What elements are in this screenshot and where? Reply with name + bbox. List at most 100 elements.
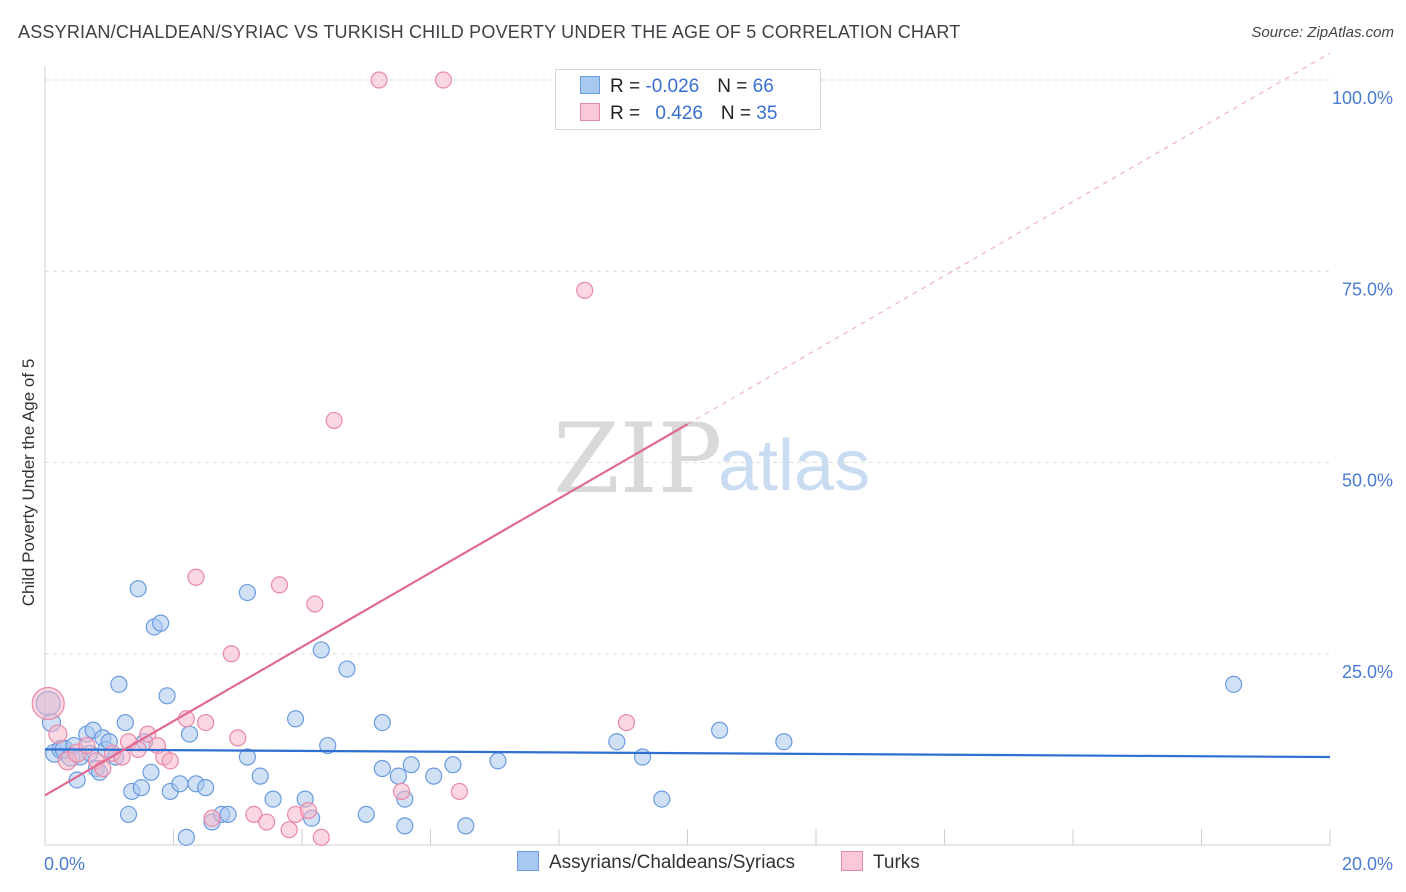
turks-point	[31, 686, 65, 721]
y-tick-label: 25.0%	[1342, 662, 1393, 682]
legend-swatch-blue	[580, 76, 600, 94]
source-label: Source:	[1251, 24, 1308, 41]
assyrians-point	[129, 580, 147, 598]
assyrians-point	[110, 675, 128, 693]
assyrians-point	[444, 756, 462, 774]
assyrians-point	[132, 779, 150, 797]
y-axis-label: Child Poverty Under the Age of 5	[19, 359, 38, 607]
watermark-zip: ZIP	[553, 403, 722, 515]
assyrians-point	[119, 805, 138, 824]
assyrians-point	[396, 817, 414, 835]
turks-point	[229, 729, 247, 747]
legend-item-assyrians[interactable]: Assyrians/Chaldeans/Syriacs	[517, 851, 795, 874]
turks-point	[617, 713, 636, 732]
y-tick-label: 50.0%	[1342, 471, 1393, 491]
turks-point	[434, 71, 452, 89]
assyrians-point	[264, 790, 282, 808]
assyrians-point	[338, 660, 356, 678]
trend-line-turks-projection	[687, 52, 1331, 425]
assyrians-point	[238, 583, 256, 602]
turks-point	[576, 281, 594, 299]
legend-item-turks[interactable]: Turks	[841, 851, 920, 874]
y-tick-label: 100.0%	[1332, 88, 1393, 108]
source-attribution: Source: ZipAtlas.com	[1251, 24, 1394, 41]
assyrians-point	[711, 721, 729, 739]
assyrians-point	[457, 817, 475, 835]
assyrians-point	[1225, 675, 1243, 693]
legend-swatch-pink	[580, 103, 600, 121]
legend-n-value: 35	[756, 103, 778, 124]
turks-point	[245, 805, 263, 824]
turks-point	[370, 71, 388, 89]
turks-point	[48, 724, 68, 744]
assyrians-point	[633, 748, 652, 766]
turks-point	[306, 595, 324, 613]
watermark-atlas: atlas	[718, 426, 870, 506]
turks-point	[197, 713, 215, 732]
assyrians-point	[158, 687, 176, 705]
assyrians-point	[389, 767, 407, 785]
trend-line-turks	[44, 423, 689, 797]
assyrians-point	[653, 790, 671, 808]
y-tick-label: 75.0%	[1342, 279, 1393, 299]
turks-point	[280, 821, 298, 839]
assyrians-point	[373, 759, 391, 778]
assyrians-point	[68, 771, 86, 789]
legend-r-value: -0.026	[645, 76, 700, 97]
assyrians-point	[251, 767, 269, 785]
turks-point	[312, 828, 330, 846]
assyrians-point	[171, 775, 189, 793]
assyrians-point	[286, 710, 305, 728]
legend-r-label: R =	[610, 103, 646, 124]
assyrians-point	[319, 736, 337, 755]
legend-n-label: N =	[717, 76, 753, 97]
legend-n-label: N =	[720, 103, 757, 124]
trend-lines	[44, 52, 1331, 797]
turks-point	[325, 411, 343, 430]
assyrians-point	[373, 713, 391, 732]
assyrians-point	[177, 828, 195, 846]
turks-point	[161, 752, 179, 770]
tick-labels: 25.0% 50.0% 75.0% 100.0% 0.0% 20.0%	[44, 88, 1393, 874]
legend-label-turks: Turks	[873, 852, 920, 873]
assyrians-point	[238, 748, 256, 766]
assyrians-point	[142, 763, 160, 781]
assyrians-point	[775, 733, 793, 751]
assyrians-point	[116, 713, 134, 732]
turks-point	[299, 801, 318, 820]
assyrians-point	[608, 733, 626, 751]
turks-point	[78, 736, 96, 755]
assyrians-point	[357, 805, 375, 824]
turks-point	[258, 813, 276, 831]
assyrians-point	[197, 779, 215, 797]
turks-point	[222, 645, 240, 663]
x-tick-label: 0.0%	[44, 854, 85, 874]
assyrians-point	[312, 641, 330, 659]
legend-swatch-blue	[517, 851, 539, 871]
legend-label-assyrians: Assyrians/Chaldeans/Syriacs	[549, 852, 796, 873]
legend-row-turks: R = 0.426 N = 35	[580, 103, 777, 127]
legend-r-label: R =	[610, 76, 646, 97]
legend-n-value: 66	[752, 76, 774, 97]
assyrians-point	[180, 725, 199, 743]
turks-point	[187, 568, 205, 586]
assyrians-point	[402, 756, 420, 774]
assyrians-point	[219, 805, 237, 824]
turks-point	[203, 809, 221, 827]
chart-title: ASSYRIAN/CHALDEAN/SYRIAC VS TURKISH CHIL…	[18, 22, 961, 42]
assyrians-point	[152, 614, 170, 632]
correlation-legend: R = -0.026 N = 66 R = 0.426 N = 35	[555, 69, 821, 130]
legend-r-value: 0.426	[655, 103, 703, 124]
assyrians-point	[425, 767, 443, 785]
source-link[interactable]: ZipAtlas.com	[1307, 24, 1394, 41]
legend-row-assyrians: R = -0.026 N = 66	[580, 76, 774, 100]
turks-point	[270, 576, 289, 594]
trend-line-assyrians	[44, 748, 1331, 759]
legend-swatch-pink	[841, 851, 863, 871]
assyrians-point	[489, 752, 507, 770]
series-assyrians-points	[35, 580, 1243, 846]
turks-point	[450, 782, 469, 801]
x-tick-label: 20.0%	[1342, 854, 1393, 874]
turks-point	[392, 782, 411, 801]
